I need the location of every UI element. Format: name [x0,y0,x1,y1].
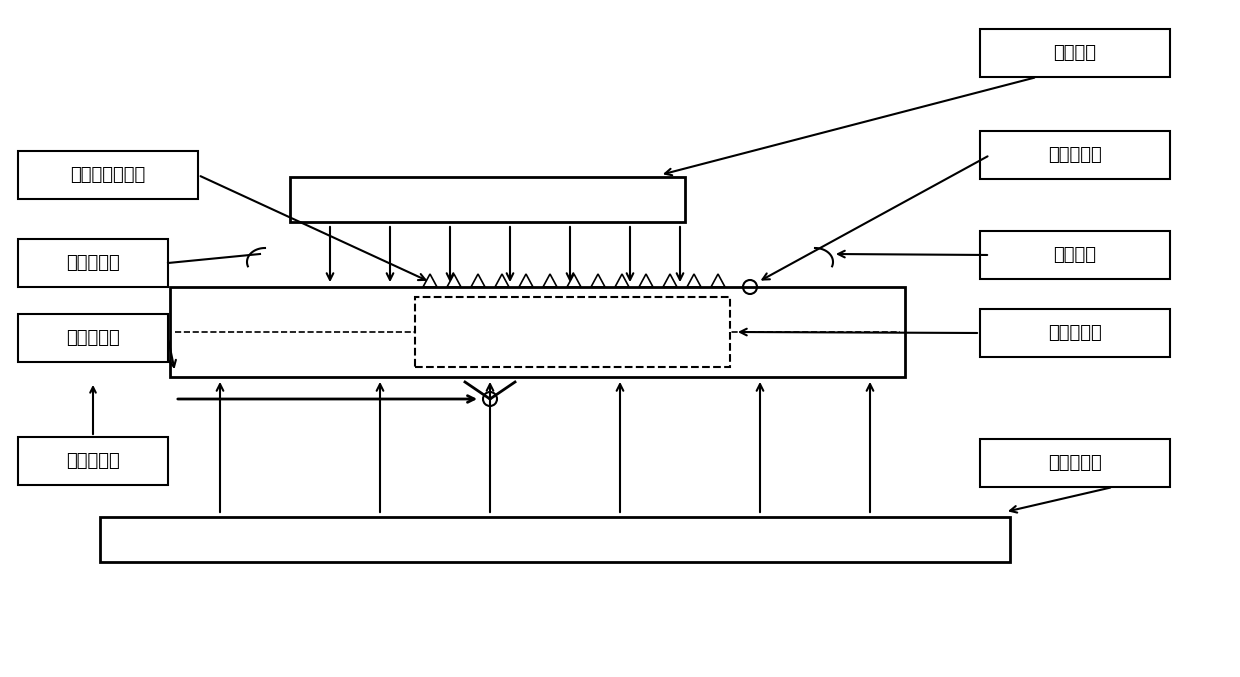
Text: 隔热保护: 隔热保护 [1054,246,1096,264]
Bar [980,131,1171,179]
Text: 电路板边框: 电路板边框 [66,329,120,347]
Bar [19,437,167,485]
Bar [19,239,167,287]
Text: 温度传感器: 温度传感器 [1048,146,1102,164]
Bar [100,517,1011,562]
Bar [980,309,1171,357]
Text: 漆包线固定: 漆包线固定 [66,452,120,470]
Bar [980,29,1171,77]
Text: 目标元器件: 目标元器件 [1048,324,1102,342]
Text: 辅助加热台: 辅助加热台 [1048,454,1102,472]
Text: 主加热头: 主加热头 [1054,44,1096,62]
Bar [980,439,1171,487]
Text: 元器件底部焊点: 元器件底部焊点 [71,166,145,184]
Bar [19,314,167,362]
Bar [170,287,905,377]
Bar [415,297,730,367]
Bar [290,177,684,222]
Bar [980,231,1171,279]
Bar [19,151,198,199]
Text: 电路板基板: 电路板基板 [66,254,120,272]
